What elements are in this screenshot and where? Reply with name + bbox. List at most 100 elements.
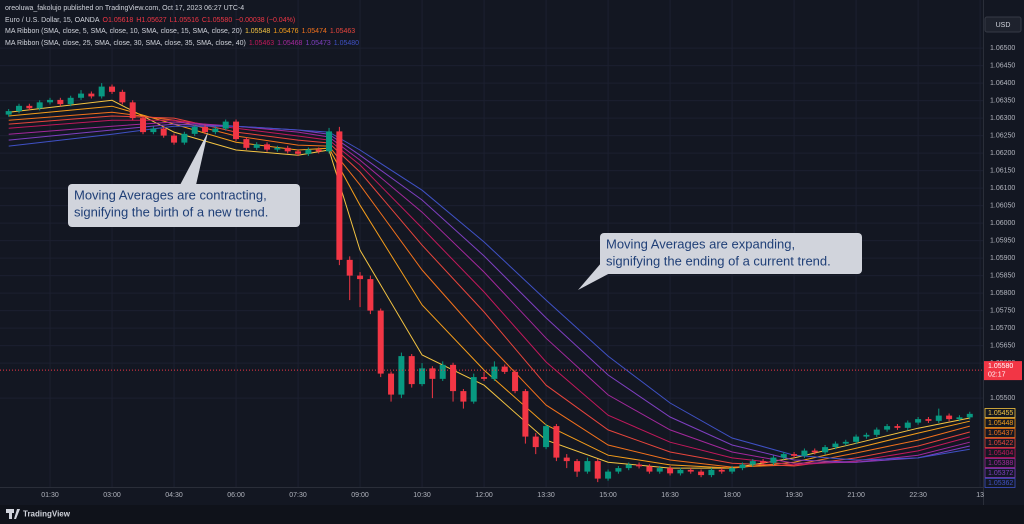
x-tick-label: 22:30 (909, 492, 927, 499)
y-tick-label: 1.05500 (990, 395, 1015, 402)
legend-line: MA Ribbon (SMA, close, 25, SMA, close, 3… (5, 38, 362, 50)
candle-body (212, 128, 219, 133)
candle-body (26, 105, 33, 109)
candle-body (222, 121, 229, 129)
candle-body (78, 93, 85, 98)
y-tick-label: 1.06400 (990, 80, 1015, 87)
candle-body (739, 464, 746, 469)
legend-value: 1.05476 (273, 28, 299, 35)
candle-body (718, 469, 725, 472)
published-line: oreoluwa_fakolujo published on TradingVi… (5, 5, 245, 12)
price-label: 1.05580 (988, 363, 1013, 370)
y-tick-label: 1.05800 (990, 290, 1015, 297)
candle-body (822, 447, 829, 453)
currency-button[interactable] (984, 16, 1022, 33)
ohlc-value: L1.05516 (169, 16, 199, 24)
candle-body (295, 151, 302, 154)
candle-body (873, 429, 880, 435)
candle-body (367, 279, 374, 311)
candle-body (594, 461, 601, 479)
brand-logo (6, 509, 20, 519)
callout-text: Moving Averages are contracting, (74, 187, 267, 202)
callout-text: signifying the birth of a new trend. (74, 204, 268, 219)
callout-text: Moving Averages are expanding, (606, 236, 795, 251)
candle-body (687, 469, 694, 472)
ma-label: 1.05422 (988, 440, 1013, 447)
moving-average-line (8, 105, 970, 469)
candle-body (346, 259, 353, 276)
ma-label: 1.05437 (988, 430, 1013, 437)
candle-body (57, 99, 64, 105)
y-tick-label: 1.05850 (990, 272, 1015, 279)
x-tick-label: 16:30 (661, 492, 679, 499)
moving-average-line (8, 123, 970, 463)
candle-body (140, 118, 147, 133)
grid (0, 0, 983, 487)
candle-body (160, 128, 167, 136)
candle-body (171, 135, 178, 143)
candle-body (388, 373, 395, 395)
candle-body (935, 415, 942, 421)
candle-body (243, 139, 250, 148)
candle-body (625, 464, 632, 469)
candle-body (563, 457, 570, 462)
candle-body (16, 105, 23, 112)
ma-label: 1.05448 (988, 420, 1013, 427)
candle-body (884, 426, 891, 430)
legend-value: 1.05473 (305, 39, 331, 47)
callout-text: signifying the ending of a current trend… (606, 253, 831, 268)
candle-body (791, 454, 798, 456)
candle-body (419, 368, 426, 385)
candle-body (150, 128, 157, 133)
candle-body (5, 111, 12, 115)
candle-body (656, 468, 663, 472)
y-tick-label: 1.05950 (990, 237, 1015, 244)
ma-label-box (984, 468, 1016, 478)
candle-body (36, 102, 43, 109)
candle-body (708, 469, 715, 476)
candle-body (67, 97, 74, 105)
candle-body (315, 149, 322, 152)
candle-body (698, 471, 705, 476)
legend-text: MA Ribbon (SMA, close, 5, SMA, close, 10… (5, 28, 242, 35)
ma-label-box (984, 428, 1016, 438)
candle-body (636, 464, 643, 467)
y-tick-label: 1.06300 (990, 115, 1015, 122)
x-tick-label: 01:30 (41, 492, 59, 499)
ma-label: 1.05388 (988, 460, 1013, 467)
ma-label: 1.05362 (988, 480, 1013, 487)
candle-body (904, 422, 911, 428)
candle-body (780, 454, 787, 458)
candle-body (129, 102, 136, 119)
y-tick-label: 1.06350 (990, 97, 1015, 104)
candle-body (677, 469, 684, 474)
x-tick-label: 13 (976, 492, 984, 499)
candle-body (532, 436, 539, 448)
x-tick-label: 19:30 (785, 492, 803, 499)
header: oreoluwa_fakolujo published on TradingVi… (5, 3, 362, 49)
ma-label-box (984, 418, 1016, 428)
legend-value: 1.05474 (301, 28, 327, 35)
y-tick-label: 1.05750 (990, 307, 1015, 314)
x-tick-label: 15:00 (599, 492, 617, 499)
ma-label: 1.05455 (988, 410, 1013, 417)
legend-line: MA Ribbon (SMA, close, 5, SMA, close, 10… (5, 26, 362, 38)
candle-body (264, 144, 271, 150)
ohlc-value: O1.05618 (102, 16, 134, 24)
candle-body (543, 426, 550, 448)
candle-body (966, 413, 973, 418)
callout-box (600, 233, 862, 274)
x-tick-label: 13:30 (537, 492, 555, 499)
candle-body (853, 436, 860, 442)
candle-body (832, 443, 839, 448)
legend-value: 1.05548 (244, 28, 271, 35)
candle-body (274, 147, 281, 150)
ma-label-box (984, 478, 1016, 488)
candle-body (522, 391, 529, 437)
currency[interactable]: USD (996, 22, 1011, 29)
y-tick-label: 1.06500 (990, 45, 1015, 52)
candle-body (729, 468, 736, 472)
